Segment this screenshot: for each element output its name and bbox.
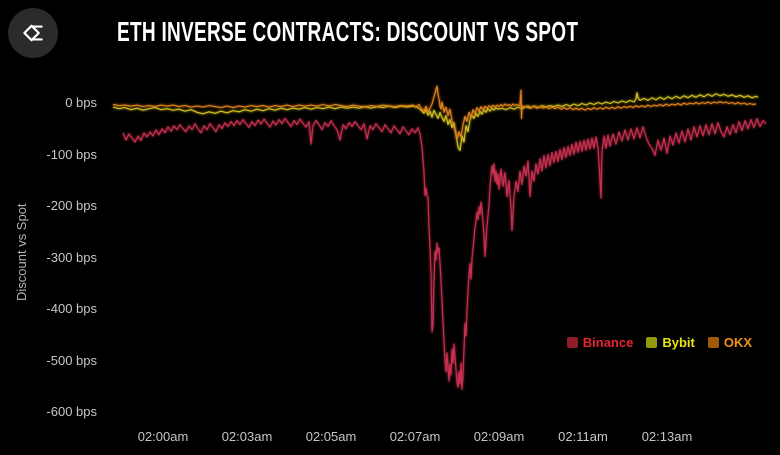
series-line-bybit bbox=[112, 92, 759, 151]
x-tick-label: 02:03am bbox=[221, 429, 273, 444]
legend-label-bybit: Bybit bbox=[662, 335, 695, 350]
x-tick-label: 02:00am bbox=[137, 429, 189, 444]
y-tick-label: -400 bps bbox=[46, 301, 97, 316]
legend-marker-binance bbox=[566, 337, 578, 348]
y-tick-label: -500 bps bbox=[46, 352, 97, 368]
x-tick-label: 02:11am bbox=[558, 429, 608, 444]
legend-item-binance[interactable]: Binance bbox=[566, 335, 634, 350]
legend-item-bybit[interactable]: Bybit bbox=[646, 335, 695, 350]
sigma-diamond-icon bbox=[23, 24, 43, 42]
legend-marker-bybit bbox=[646, 337, 658, 348]
brand-logo bbox=[8, 8, 58, 58]
legend-marker-okx bbox=[707, 337, 719, 348]
legend-item-okx[interactable]: OKX bbox=[707, 335, 752, 350]
y-tick-label: -100 bps bbox=[46, 146, 97, 162]
x-tick-label: 02:07am bbox=[389, 429, 441, 444]
y-tick-label: -200 bps bbox=[46, 198, 97, 213]
legend: Binance Bybit OKX bbox=[566, 335, 752, 350]
legend-label-binance: Binance bbox=[582, 335, 634, 350]
page-title: ETH INVERSE CONTRACTS: DISCOUNT VS SPOT bbox=[117, 16, 579, 47]
legend-label-okx: OKX bbox=[723, 335, 752, 350]
x-tick-label: 02:05am bbox=[305, 429, 357, 444]
y-tick-label: -600 bps bbox=[46, 404, 97, 419]
y-tick-label: -300 bps bbox=[46, 249, 97, 265]
x-tick-label: 02:09am bbox=[473, 429, 525, 444]
series-line-okx bbox=[112, 85, 757, 140]
x-tick-label: 02:13am bbox=[641, 429, 693, 444]
y-tick-label: 0 bps bbox=[65, 95, 97, 110]
series-line-binance bbox=[122, 117, 767, 390]
